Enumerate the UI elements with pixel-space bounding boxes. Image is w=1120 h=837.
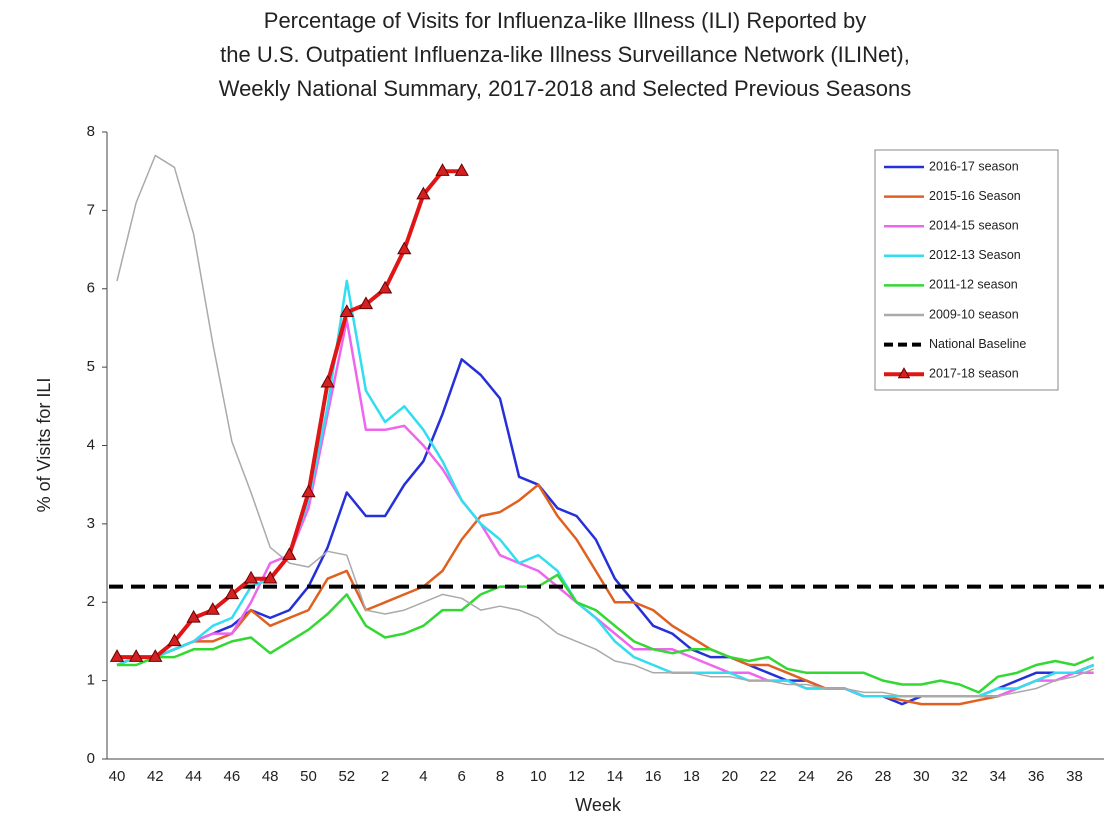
data-point (205, 602, 220, 615)
x-tick-label: 44 (185, 768, 202, 785)
data-point (128, 649, 144, 662)
data-point (416, 186, 431, 200)
chart-title: Weekly National Summary, 2017-2018 and S… (219, 76, 912, 101)
data-point (167, 633, 182, 647)
x-tick-label: 2 (381, 768, 389, 785)
x-tick-label: 32 (951, 768, 968, 785)
x-tick-label: 28 (875, 768, 892, 785)
x-tick-label: 16 (645, 768, 662, 785)
x-tick-label: 38 (1066, 768, 1083, 785)
y-axis-label: % of Visits for ILI (34, 378, 54, 513)
y-tick-label: 0 (87, 750, 95, 767)
chart-title: the U.S. Outpatient Influenza-like Illne… (220, 42, 910, 67)
data-point (109, 649, 125, 662)
x-tick-label: 8 (496, 768, 504, 785)
x-tick-label: 6 (458, 768, 466, 785)
x-tick-label: 10 (530, 768, 547, 785)
x-tick-label: 26 (836, 768, 853, 785)
data-point (320, 374, 335, 388)
legend-label: 2015-16 Season (929, 189, 1021, 203)
chart-title: Percentage of Visits for Influenza-like … (264, 8, 866, 33)
x-tick-label: 18 (683, 768, 700, 785)
x-tick-label: 4 (419, 768, 427, 785)
legend-label: National Baseline (929, 337, 1026, 351)
legend-label: 2009-10 season (929, 307, 1019, 321)
x-tick-label: 52 (338, 768, 355, 785)
legend-label: 2011-12 season (929, 278, 1018, 292)
x-axis-label: Week (575, 795, 622, 815)
data-point (435, 163, 450, 176)
x-tick-label: 40 (109, 768, 126, 785)
x-tick-label: 20 (721, 768, 738, 785)
y-tick-label: 2 (87, 593, 95, 610)
data-point (454, 163, 469, 176)
legend-label: 2012-13 Season (929, 248, 1021, 262)
series-line (116, 154, 1094, 698)
data-point (358, 296, 374, 310)
series-line (116, 483, 1095, 706)
legend-label: 2014-15 season (929, 218, 1019, 232)
series-line (117, 358, 1095, 706)
data-point (148, 649, 163, 662)
y-tick-label: 7 (87, 201, 95, 218)
y-tick-label: 1 (87, 672, 95, 689)
data-point (186, 609, 201, 623)
data-point (397, 241, 412, 255)
x-tick-label: 42 (147, 768, 164, 785)
legend-label: 2017-18 season (929, 366, 1019, 380)
legend-box (874, 149, 1059, 391)
data-point (263, 570, 278, 584)
data-point (339, 304, 354, 317)
data-point (377, 280, 393, 294)
data-point (301, 484, 316, 498)
x-tick-label: 46 (224, 768, 241, 785)
data-point (243, 570, 259, 584)
x-tick-label: 30 (913, 768, 930, 785)
x-tick-label: 34 (990, 768, 1007, 785)
y-tick-label: 8 (87, 123, 95, 140)
y-tick-label: 3 (87, 515, 95, 532)
x-tick-label: 12 (568, 768, 585, 785)
y-tick-label: 5 (87, 358, 95, 375)
series-line (117, 573, 1095, 694)
x-tick-label: 50 (300, 768, 317, 785)
data-point (282, 547, 297, 560)
x-tick-label: 14 (607, 768, 624, 785)
data-point (224, 586, 240, 600)
x-tick-label: 48 (262, 768, 279, 785)
x-tick-label: 24 (798, 768, 815, 785)
y-tick-label: 4 (87, 436, 95, 453)
x-tick-label: 36 (1028, 768, 1045, 785)
legend-marker (897, 367, 911, 379)
x-tick-label: 22 (760, 768, 777, 785)
legend-label: 2016-17 season (929, 159, 1019, 173)
y-tick-label: 6 (87, 280, 95, 297)
